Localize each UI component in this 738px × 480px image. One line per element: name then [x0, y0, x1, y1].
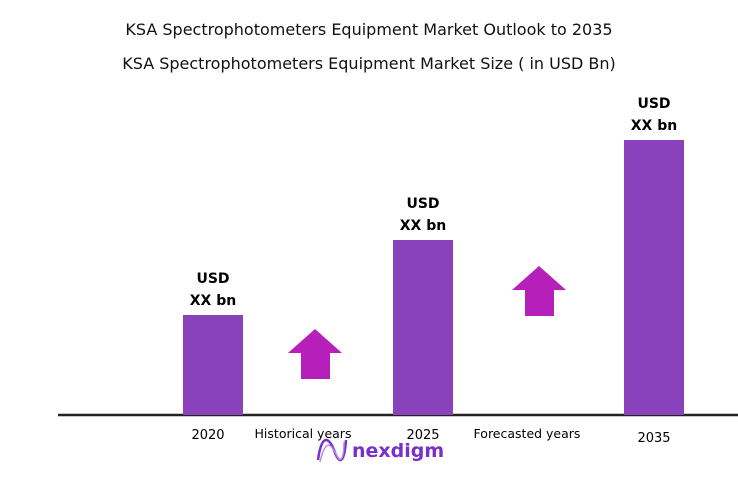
chart-subtitle: KSA Spectrophotometers Equipment Market …	[122, 54, 616, 73]
bar-2020	[183, 315, 243, 415]
data-label-currency: USD	[196, 271, 229, 287]
nexdigm-logo-icon	[319, 441, 345, 463]
bar-2035	[624, 140, 684, 415]
data-label-value: XX bn	[400, 218, 446, 234]
x-tick-label: 2020	[191, 428, 224, 443]
annotation-historical: Historical years	[255, 426, 352, 441]
x-tick-label: 2025	[406, 428, 439, 443]
data-label-value: XX bn	[190, 293, 236, 309]
x-tick-label: 2035	[637, 431, 670, 446]
annotation-forecasted: Forecasted years	[474, 426, 581, 441]
data-label-currency: USD	[406, 196, 439, 212]
growth-arrow-icon	[512, 266, 566, 316]
data-label-value: XX bn	[631, 118, 677, 134]
bar-2025	[393, 240, 453, 415]
chart-title: KSA Spectrophotometers Equipment Market …	[125, 20, 613, 39]
growth-arrow-icon	[288, 329, 342, 379]
nexdigm-logo-text: nexdigm	[352, 440, 444, 462]
data-label-currency: USD	[637, 96, 670, 112]
